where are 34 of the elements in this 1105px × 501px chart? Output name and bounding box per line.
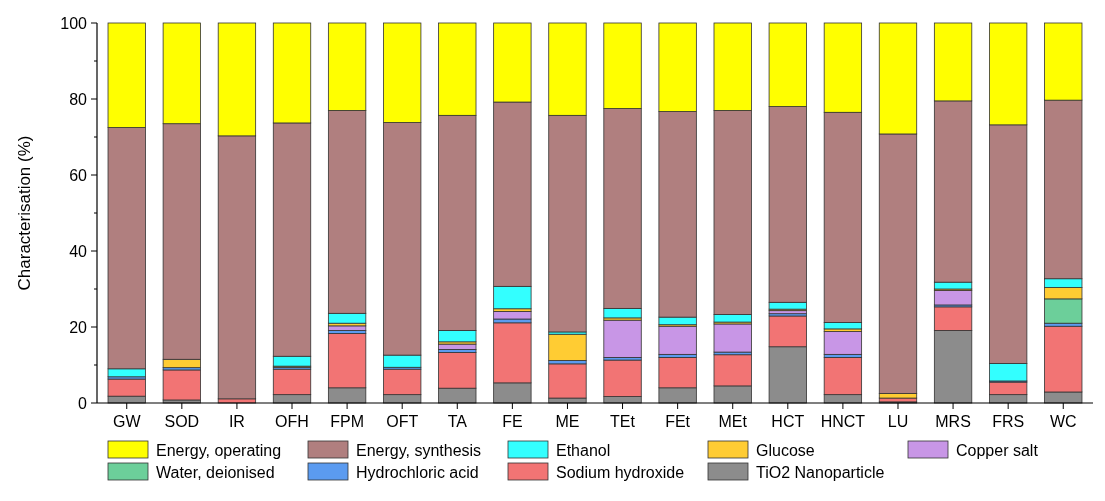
legend-label: Energy, synthesis	[356, 441, 482, 459]
legend-label: Copper salt	[956, 441, 1039, 459]
x-tick-label: TA	[447, 413, 468, 430]
y-tick-label: 20	[69, 318, 88, 336]
x-tick-label: OFH	[275, 413, 309, 430]
x-tick-label: TEt	[610, 413, 636, 430]
y-tick-label: 0	[78, 394, 88, 412]
legend-label: Water, deionised	[156, 463, 275, 481]
x-tick-label: HCT	[771, 413, 805, 430]
x-tick-label: MEt	[718, 413, 748, 430]
legend-label: Glucose	[756, 441, 815, 459]
legend-label: Hydrochloric acid	[356, 463, 479, 481]
x-tick-label: FRS	[992, 413, 1025, 430]
x-tick-label: ME	[555, 413, 580, 430]
y-tick-label: 60	[69, 166, 88, 184]
x-tick-label: SOD	[164, 413, 200, 430]
x-tick-label: FPM	[330, 413, 364, 430]
legend-label: Ethanol	[556, 441, 611, 459]
x-tick-label: FE	[502, 413, 523, 430]
x-tick-label: FEt	[665, 413, 691, 430]
x-tick-label: IR	[228, 413, 245, 430]
y-axis-title: Characterisation (%)	[15, 135, 34, 291]
y-tick-label: 100	[60, 14, 88, 32]
y-tick-label: 40	[69, 242, 88, 260]
x-tick-label: HNCT	[820, 413, 866, 430]
x-tick-label: OFT	[386, 413, 419, 430]
legend-label: Sodium hydroxide	[556, 463, 685, 481]
legend-label: Energy, operating	[156, 441, 282, 459]
y-tick-label: 80	[69, 90, 88, 108]
x-tick-label: MRS	[935, 413, 971, 430]
legend-label: TiO2 Nanoparticle	[756, 463, 885, 481]
x-tick-label: WC	[1049, 413, 1077, 430]
x-tick-label: GW	[112, 413, 142, 430]
x-tick-label: LU	[887, 413, 909, 430]
